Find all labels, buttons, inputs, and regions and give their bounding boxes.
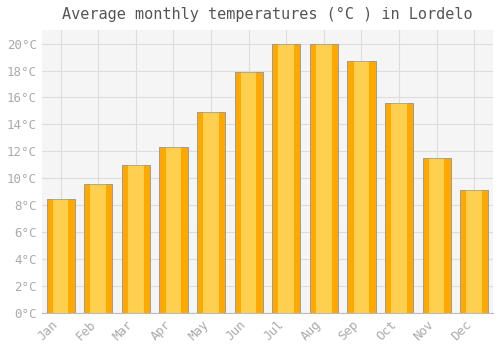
Bar [392, 103, 407, 313]
Bar [84, 184, 112, 313]
Bar [197, 112, 225, 313]
Bar [166, 147, 181, 313]
Bar [272, 43, 300, 313]
Bar [385, 103, 413, 313]
Bar [310, 43, 338, 313]
Bar [272, 43, 300, 313]
Bar [46, 198, 74, 313]
Bar [460, 190, 488, 313]
Bar [310, 43, 338, 313]
Bar [197, 112, 225, 313]
Bar [234, 72, 262, 313]
Bar [466, 190, 482, 313]
Bar [316, 43, 332, 313]
Bar [241, 72, 256, 313]
Bar [422, 158, 451, 313]
Bar [422, 158, 451, 313]
Bar [122, 165, 150, 313]
Bar [160, 147, 188, 313]
Bar [204, 112, 219, 313]
Bar [278, 43, 294, 313]
Bar [46, 198, 74, 313]
Bar [354, 61, 369, 313]
Bar [53, 198, 68, 313]
Bar [84, 184, 112, 313]
Bar [122, 165, 150, 313]
Bar [460, 190, 488, 313]
Bar [348, 61, 376, 313]
Bar [160, 147, 188, 313]
Bar [348, 61, 376, 313]
Bar [234, 72, 262, 313]
Bar [429, 158, 444, 313]
Title: Average monthly temperatures (°C ) in Lordelo: Average monthly temperatures (°C ) in Lo… [62, 7, 472, 22]
Bar [385, 103, 413, 313]
Bar [90, 184, 106, 313]
Bar [128, 165, 144, 313]
